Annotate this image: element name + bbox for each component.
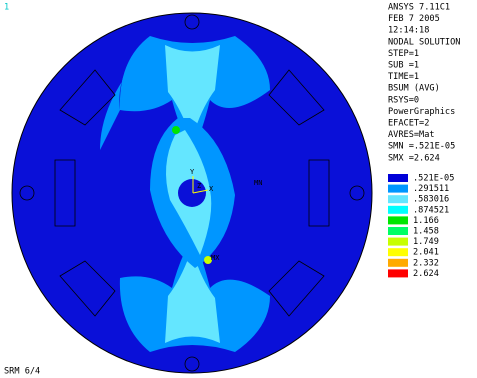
info-line: FEB 7 2005 bbox=[388, 14, 440, 24]
info-line: SMX =2.624 bbox=[388, 153, 440, 163]
info-line: NODAL SOLUTION bbox=[388, 37, 460, 47]
hotspot bbox=[172, 126, 180, 134]
info-line: BSUM (AVG) bbox=[388, 84, 440, 94]
info-line: AVRES=Mat bbox=[388, 130, 435, 140]
legend-label: 2.332 bbox=[413, 258, 439, 268]
legend-label: .583016 bbox=[413, 195, 449, 205]
legend-swatch bbox=[388, 227, 408, 235]
window-number: 1 bbox=[4, 3, 9, 13]
info-line: 12:14:18 bbox=[388, 26, 429, 36]
info-line: SUB =1 bbox=[388, 61, 419, 71]
legend-label: 1.166 bbox=[413, 216, 439, 226]
legend-label: .874521 bbox=[413, 205, 449, 215]
legend-label: .521E-05 bbox=[413, 174, 454, 184]
legend-swatch bbox=[388, 195, 408, 203]
legend-label: 2.624 bbox=[413, 269, 439, 279]
axis-label: Z bbox=[197, 182, 201, 190]
info-line: EFACET=2 bbox=[388, 119, 429, 129]
info-line: ANSYS 7.11C1 bbox=[388, 3, 450, 13]
legend-label: .291511 bbox=[413, 184, 449, 194]
info-line: STEP=1 bbox=[388, 49, 419, 59]
min-marker: MN bbox=[254, 179, 262, 187]
model-view: Y X Z MX MN bbox=[12, 13, 372, 373]
legend-swatch bbox=[388, 248, 408, 256]
legend-label: 1.458 bbox=[413, 227, 439, 237]
footer-title: SRM 6/4 bbox=[4, 367, 40, 377]
max-marker: MX bbox=[211, 254, 220, 262]
info-line: SMN =.521E-05 bbox=[388, 142, 455, 152]
info-line: TIME=1 bbox=[388, 72, 419, 82]
legend-swatch bbox=[388, 185, 408, 193]
legend-swatch bbox=[388, 269, 408, 277]
legend-label: 1.749 bbox=[413, 237, 439, 247]
legend-swatch bbox=[388, 238, 408, 246]
legend-swatch bbox=[388, 174, 408, 182]
shaft bbox=[178, 179, 206, 207]
info-line: RSYS=0 bbox=[388, 95, 419, 105]
legend-swatch bbox=[388, 206, 408, 214]
legend-swatch bbox=[388, 259, 408, 267]
legend-label: 2.041 bbox=[413, 248, 439, 258]
legend-swatch bbox=[388, 216, 408, 224]
info-line: PowerGraphics bbox=[388, 107, 455, 117]
ansys-window: Y X Z MX MN 1 SRM 6/4 ANSYS 7.11C1FEB 7 … bbox=[0, 0, 477, 378]
